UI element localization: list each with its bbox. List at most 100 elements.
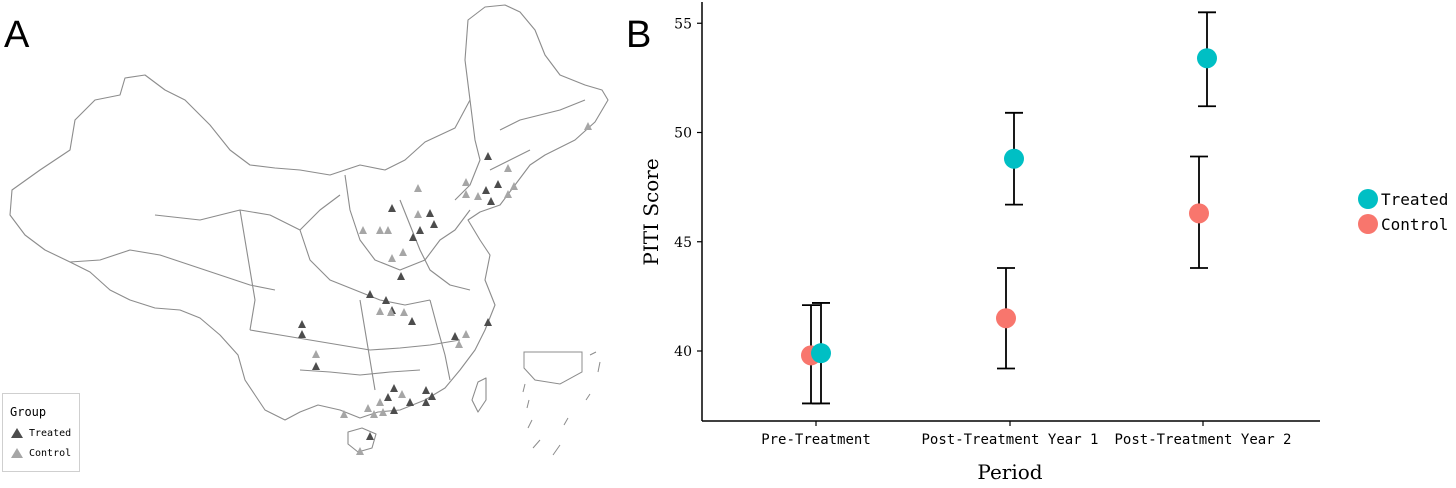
panel-a-letter: A — [4, 14, 30, 56]
treated-marker — [426, 209, 434, 217]
province-line — [399, 199, 471, 291]
panel-b-letter: B — [626, 14, 652, 56]
control-marker — [474, 192, 482, 200]
treated-marker — [484, 318, 492, 326]
control-marker — [584, 122, 592, 130]
nine-dash-inset-frame — [523, 351, 583, 385]
map-panel: A — [0, 0, 620, 488]
control-marker — [398, 390, 406, 398]
point-treated — [811, 343, 831, 364]
treated-marker — [366, 432, 374, 440]
y-tick-label: 40 — [674, 344, 692, 360]
province-line — [429, 299, 451, 381]
province-line — [299, 369, 421, 376]
y-tick-label: 50 — [674, 126, 692, 142]
treated-marker — [312, 362, 320, 370]
point-treated — [1197, 48, 1217, 69]
control-marker — [455, 340, 463, 348]
map-legend-item-treated: Treated — [11, 428, 71, 439]
province-line — [489, 149, 531, 171]
map-legend: Group Treated Control — [2, 393, 80, 472]
x-tick-label: Pre-Treatment — [761, 432, 871, 448]
province-line — [239, 209, 256, 331]
treated-marker — [422, 398, 430, 406]
treated-marker — [388, 204, 396, 212]
city-markers — [298, 122, 592, 455]
control-marker — [462, 330, 470, 338]
control-marker — [376, 398, 384, 406]
control-marker — [370, 410, 378, 418]
control-marker — [414, 210, 422, 218]
province-line — [454, 99, 481, 201]
map-legend-title: Group — [10, 405, 47, 419]
x-tick-label: Post-Treatment Year 1 — [921, 432, 1098, 448]
y-tick-label: 45 — [674, 235, 692, 251]
treated-marker — [384, 393, 392, 401]
control-marker — [462, 178, 470, 186]
control-marker — [376, 226, 384, 234]
map-legend-item-control: Control — [11, 448, 71, 459]
control-marker — [462, 190, 470, 198]
nine-dash-line — [522, 351, 601, 456]
control-marker — [399, 248, 407, 256]
treated-marker — [298, 320, 306, 328]
province-line — [69, 249, 276, 291]
control-marker — [400, 308, 408, 316]
triangle-icon — [11, 448, 23, 458]
treated-marker — [406, 398, 414, 406]
treated-marker — [390, 384, 398, 392]
taiwan-island — [471, 377, 487, 413]
treated-marker — [428, 392, 436, 400]
control-marker — [340, 410, 348, 418]
legend-label-treated: Treated — [1381, 190, 1448, 209]
map-legend-label-treated: Treated — [29, 428, 72, 439]
x-tick-label: Post-Treatment Year 2 — [1114, 432, 1291, 448]
control-marker — [510, 182, 518, 190]
province-line — [499, 99, 586, 131]
province-line — [344, 174, 471, 271]
chart-legend: Treated Control — [1358, 189, 1448, 234]
control-marker — [364, 404, 372, 412]
treated-marker — [298, 330, 306, 338]
control-marker — [414, 184, 422, 192]
x-axis-label: Period — [977, 460, 1042, 484]
legend-label-control: Control — [1381, 215, 1448, 234]
map-legend-label-control: Control — [29, 448, 72, 459]
china-map — [9, 4, 609, 456]
treated-marker — [451, 332, 459, 340]
treated-marker — [482, 186, 490, 194]
control-marker — [388, 254, 396, 262]
x-ticks: Pre-Treatment Post-Treatment Year 1 Post-T… — [761, 421, 1292, 448]
error-bars — [802, 11, 1216, 405]
province-line — [359, 299, 376, 391]
control-marker — [504, 164, 512, 172]
point-control — [996, 308, 1016, 329]
point-control — [1189, 203, 1209, 224]
treated-marker — [416, 226, 424, 234]
treated-marker — [484, 152, 492, 160]
treated-marker — [382, 296, 390, 304]
control-marker — [376, 307, 384, 315]
legend-key-treated — [1358, 189, 1378, 209]
treated-marker — [408, 317, 416, 325]
point-treated — [1004, 148, 1024, 169]
province-line — [249, 329, 461, 351]
treated-marker — [390, 406, 398, 414]
country-outline — [9, 4, 609, 421]
treated-marker — [397, 272, 405, 280]
legend-key-control — [1358, 214, 1378, 234]
y-ticks: 40 45 50 55 — [674, 16, 702, 360]
y-axis-label: PITI Score — [639, 158, 663, 265]
data-points — [801, 48, 1217, 366]
control-marker — [379, 408, 387, 416]
treated-marker — [366, 290, 374, 298]
control-marker — [359, 226, 367, 234]
treated-marker — [494, 180, 502, 188]
province-line — [299, 229, 431, 306]
control-marker — [356, 447, 364, 455]
treated-marker — [430, 220, 438, 228]
triangle-icon — [11, 428, 23, 438]
control-marker — [312, 350, 320, 358]
control-marker — [384, 226, 392, 234]
